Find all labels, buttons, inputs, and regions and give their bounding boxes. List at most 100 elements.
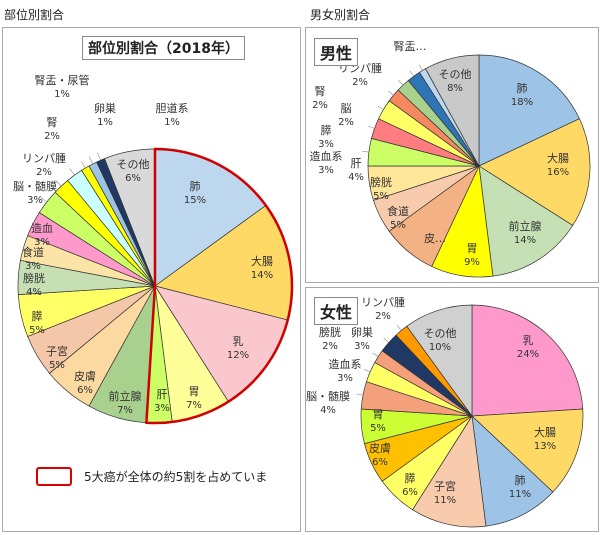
slice-label: 肺 — [190, 180, 201, 193]
pie-labels-0: 肺15%大腸14%乳12%胃7%肝3%前立腺7%皮膚6%子宮5%膵5%膀胱4%食… — [13, 73, 273, 416]
slice-label: 膀胱 — [370, 175, 392, 189]
slice-label: 乳 — [523, 334, 534, 347]
leader-line — [368, 125, 375, 129]
slice-label: 膵 — [405, 472, 416, 485]
slice-value: 7% — [117, 405, 133, 416]
slice-label: 子宮 — [46, 344, 68, 358]
leader-line — [69, 168, 75, 176]
pie-0 — [17, 147, 294, 425]
slice-value: 6% — [125, 173, 141, 184]
leader-line — [55, 179, 62, 187]
slice-value: 3% — [354, 341, 370, 352]
pie-slice — [425, 54, 480, 167]
slice-value: 1% — [97, 117, 113, 128]
section-title-left: 部位別割合 — [4, 8, 65, 22]
leader-line — [388, 90, 394, 96]
slice-label: 脳 — [341, 102, 352, 115]
slice-label: 肺 — [517, 82, 528, 95]
slice-label: 卵巣 — [351, 326, 373, 339]
slice-value: 2% — [375, 311, 391, 322]
slice-label: 皮膚 — [74, 369, 96, 383]
slice-label: 膵 — [321, 124, 332, 137]
slice-label: 前立腺 — [109, 389, 142, 403]
slice-value: 9% — [464, 257, 480, 268]
leader-line — [418, 64, 423, 71]
leader-line — [383, 337, 389, 343]
leader-line — [398, 79, 404, 86]
male-chart-title: 男性 — [314, 38, 359, 66]
slice-value: 8% — [447, 83, 463, 94]
slice-value: 3% — [318, 139, 334, 150]
leader-line — [362, 150, 369, 153]
slice-label: 乳 — [233, 335, 244, 348]
female-chart-title: 女性 — [314, 297, 359, 325]
slice-label: リンパ腫 — [361, 295, 405, 309]
slice-value: 4% — [26, 287, 42, 298]
slice-value: 6% — [372, 457, 388, 468]
slice-label: 食道 — [22, 245, 44, 259]
leader-line — [396, 325, 402, 331]
slice-value: 3% — [337, 373, 353, 384]
slice-value: 2% — [312, 100, 328, 111]
slice-label: 皮… — [424, 232, 446, 245]
slice-label: 造血 — [31, 221, 53, 235]
leader-line — [377, 105, 384, 110]
legend: 5大癌が全体の約5割を占めていま — [36, 467, 267, 486]
pie-slice — [471, 408, 584, 493]
slice-label: 皮膚 — [369, 441, 391, 455]
slice-value: 6% — [77, 385, 93, 396]
pie-1 — [362, 54, 591, 278]
main-chart-title: 部位別割合（2018年） — [82, 36, 245, 60]
slice-value: 5% — [49, 360, 65, 371]
slice-label: 大腸 — [251, 254, 273, 268]
slice-label: 膀胱 — [23, 271, 45, 285]
slice-value: 5% — [29, 325, 45, 336]
slice-label: 膵 — [32, 310, 43, 323]
pie-slice — [478, 118, 591, 226]
slice-value: 2% — [352, 77, 368, 88]
pie-slice — [406, 304, 473, 418]
leader-line — [88, 156, 94, 165]
slice-value: 3% — [34, 237, 50, 248]
leader-line — [372, 352, 379, 357]
slice-value: 5% — [373, 191, 389, 202]
slice-label: その他 — [117, 158, 150, 171]
slice-value: 12% — [227, 350, 249, 361]
slice-value: 5% — [390, 220, 406, 231]
slice-label: 子宮 — [434, 479, 456, 493]
pie-slice — [478, 54, 580, 167]
slice-value: 2% — [44, 131, 60, 142]
slice-label: 腎盂・尿管 — [35, 73, 90, 87]
slice-label: 胃 — [373, 408, 384, 421]
leader-line — [80, 160, 86, 169]
slice-label: 食道 — [387, 204, 409, 218]
slice-label: 卵巣 — [94, 102, 116, 115]
pie-slice — [471, 304, 584, 417]
slice-value: 3% — [25, 261, 41, 272]
legend-highlight-swatch — [36, 467, 72, 486]
highlight-outline — [145, 147, 294, 425]
slice-value: 6% — [402, 487, 418, 498]
leader-line — [409, 70, 415, 77]
slice-value: 13% — [534, 441, 556, 452]
slice-label: 腎 — [315, 85, 326, 98]
slice-value: 11% — [434, 495, 456, 506]
slice-value: 3% — [27, 195, 43, 206]
slice-value: 11% — [509, 489, 531, 500]
legend-text: 5大癌が全体の約5割を占めていま — [84, 470, 268, 484]
slice-value: 7% — [186, 400, 202, 411]
pie-slice — [471, 415, 554, 527]
slice-label: 大腸 — [534, 425, 556, 439]
slice-value: 2% — [322, 341, 338, 352]
slice-value: 2% — [338, 117, 354, 128]
slice-label: 造血系 — [329, 357, 362, 371]
slice-value: 18% — [511, 97, 533, 108]
leader-line — [356, 393, 364, 396]
slice-value: 10% — [429, 342, 451, 353]
slice-label: その他 — [439, 68, 472, 81]
pie-slice — [412, 414, 487, 528]
slice-value: 1% — [54, 89, 70, 100]
slice-value: 3% — [154, 403, 170, 414]
slice-label: 大腸 — [547, 151, 569, 165]
slice-label: その他 — [424, 327, 457, 340]
